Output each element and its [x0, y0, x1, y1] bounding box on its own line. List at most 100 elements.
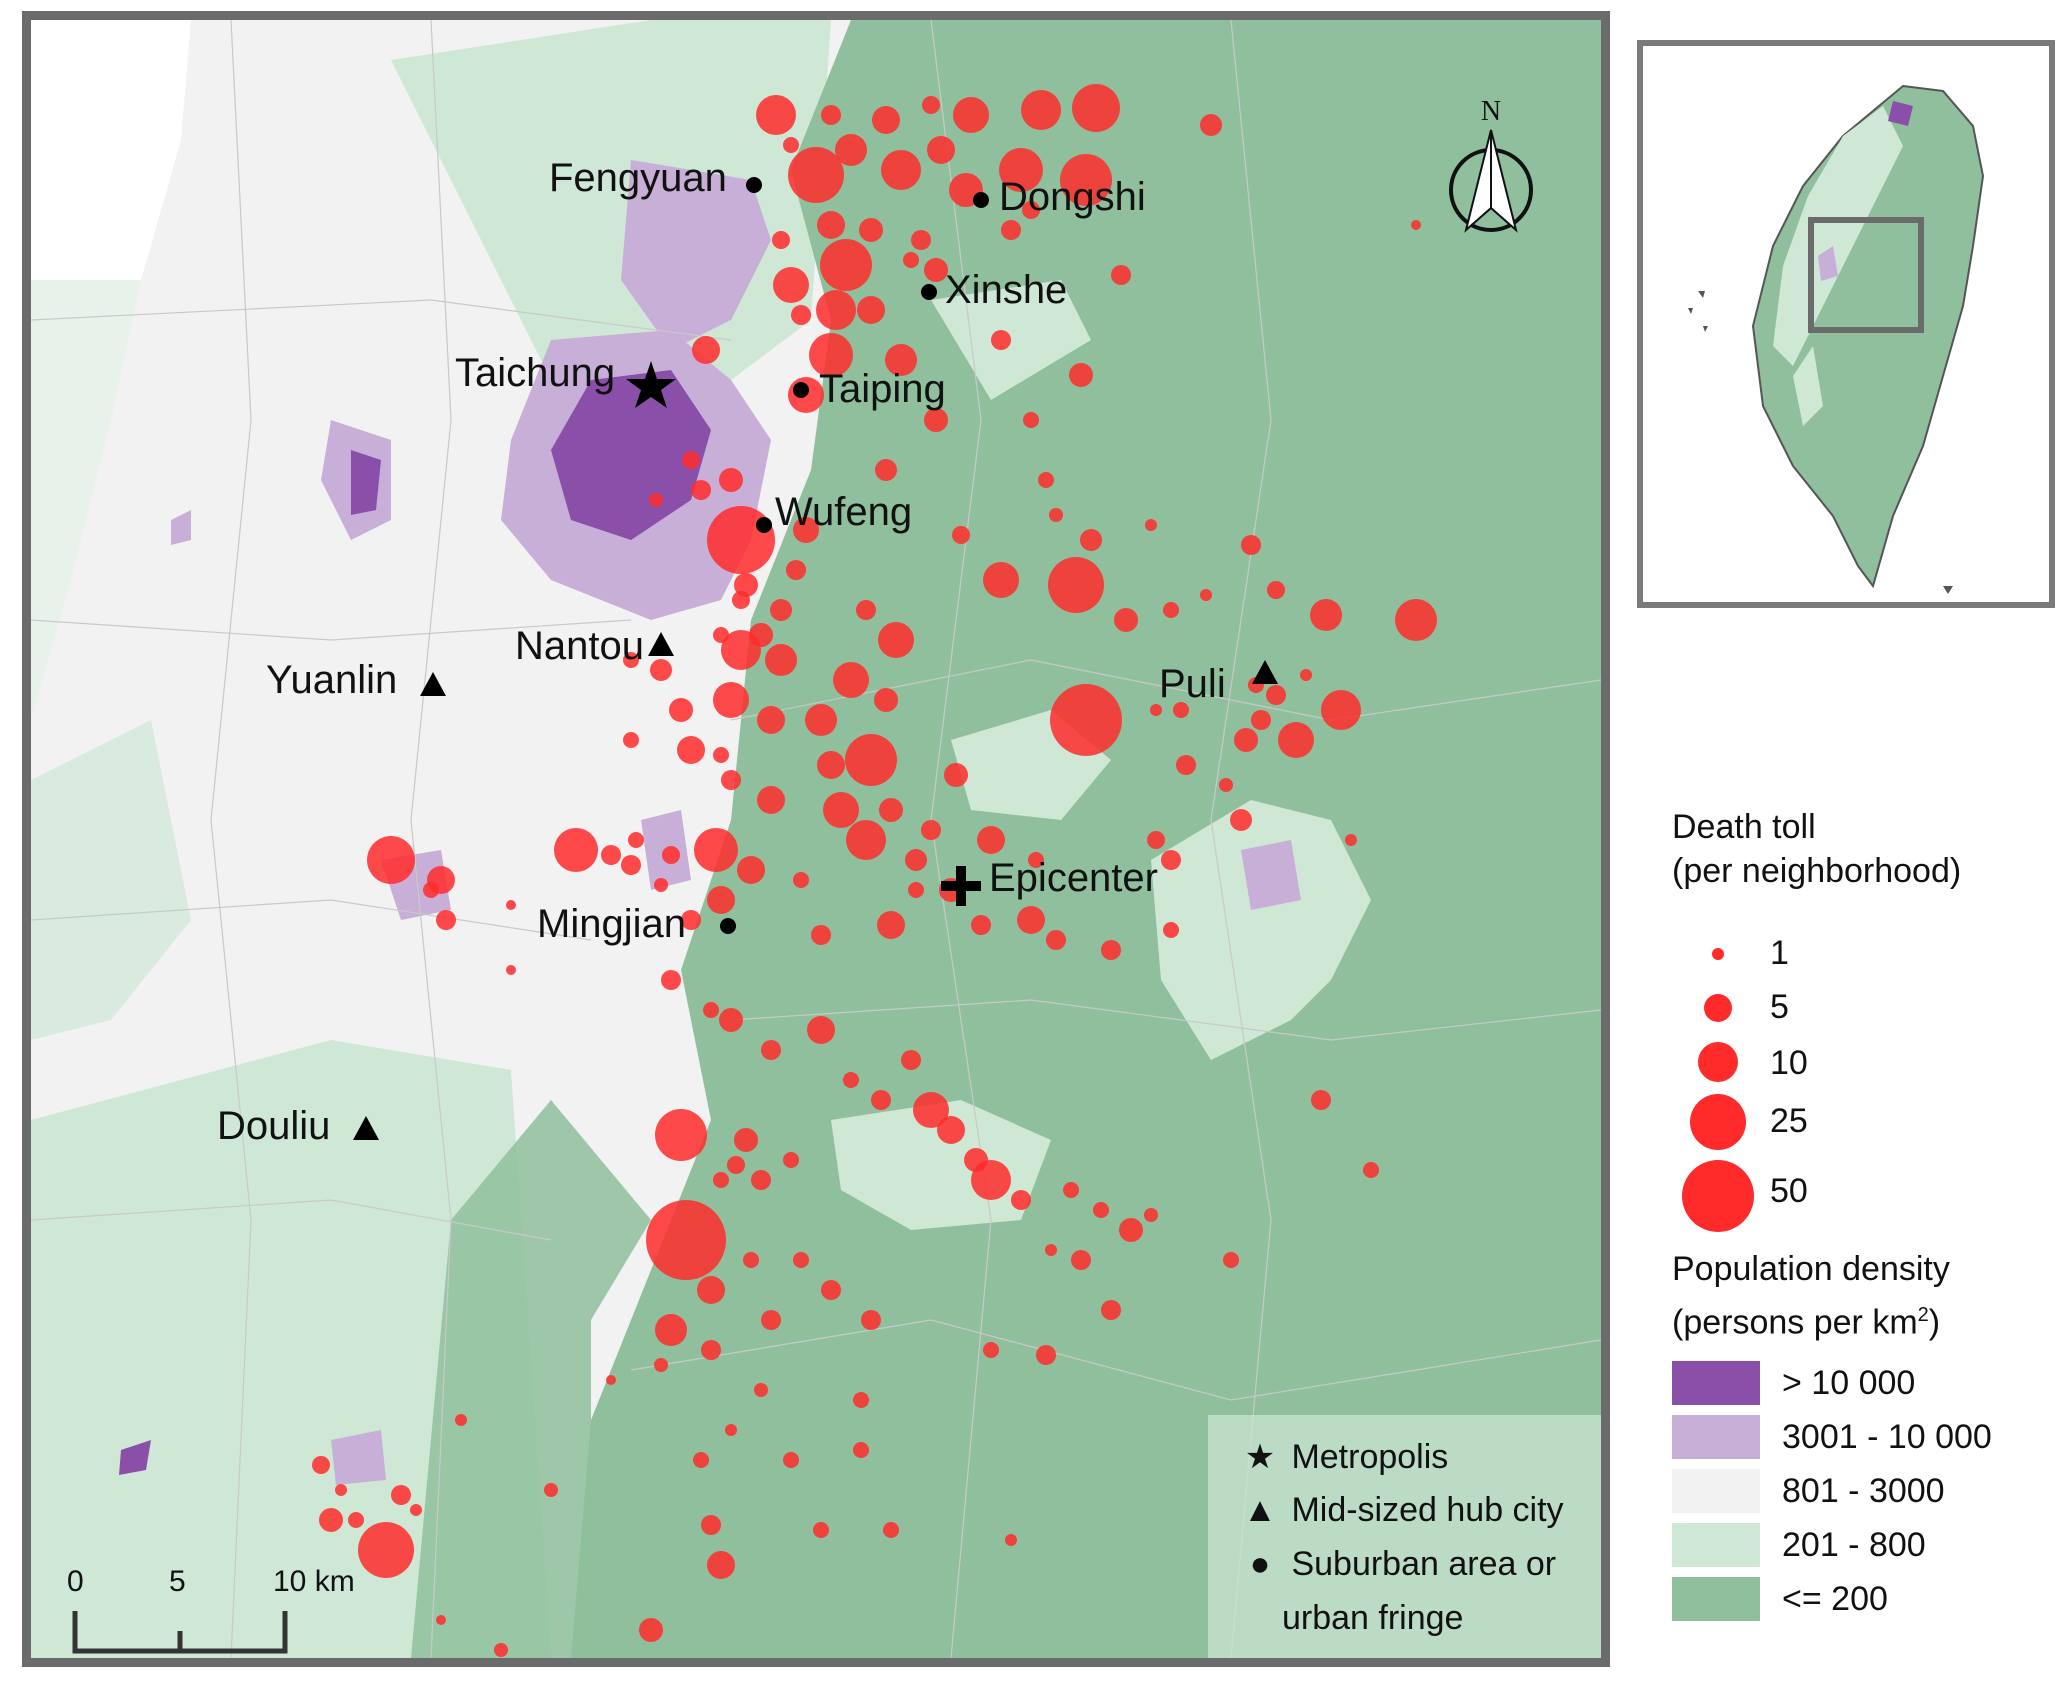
death-circle: [952, 526, 970, 544]
dot-icon: ●: [1249, 1545, 1271, 1583]
death-circle: [1011, 1190, 1031, 1210]
label-taiping: Taiping: [819, 367, 946, 411]
yuanlin-triangle: [420, 672, 446, 696]
death-circle: [661, 970, 681, 990]
label-mingjian: Mingjian: [537, 902, 686, 946]
death-circle: [1101, 1300, 1121, 1320]
death-size-label-5: 5: [1770, 988, 1789, 1026]
death-circle: [348, 1512, 364, 1528]
death-circle: [1111, 265, 1131, 285]
death-circle: [793, 1252, 809, 1268]
label-taichung: Taichung: [455, 351, 616, 395]
death-circle: [937, 1116, 965, 1144]
taiping-dot: [793, 382, 809, 398]
death-circle: [1363, 1162, 1379, 1178]
death-circle: [881, 150, 921, 190]
death-circle: [1145, 519, 1157, 531]
triangle-icon: ▲: [1243, 1491, 1277, 1529]
death-circle: [655, 1109, 707, 1161]
death-size-label-10: 10: [1770, 1044, 1808, 1082]
death-circle: [1045, 1244, 1057, 1256]
death-circle: [786, 560, 806, 580]
death-circle: [1049, 508, 1063, 522]
death-circle: [639, 1618, 663, 1642]
key-suburban-label-2: urban fringe: [1282, 1599, 1464, 1637]
death-circle: [601, 845, 621, 865]
death-circle: [727, 1156, 745, 1174]
puli-urban: [1241, 840, 1301, 910]
death-circle: [654, 1358, 668, 1372]
death-circle: [1036, 1345, 1056, 1365]
scale-bar-graphic: [72, 1611, 288, 1654]
fengyuan-dot: [746, 177, 762, 193]
death-circle: [692, 336, 720, 364]
death-circle: [1093, 1202, 1109, 1218]
death-circle: [944, 763, 968, 787]
death-circle: [977, 826, 1005, 854]
death-circle: [662, 846, 680, 864]
death-size-dot-1: [1712, 948, 1724, 960]
death-circle: [905, 849, 927, 871]
death-circle: [983, 1342, 999, 1358]
death-circle: [1345, 834, 1357, 846]
death-circle: [813, 1522, 829, 1538]
wufeng-dot: [756, 517, 772, 533]
douliu-triangle: [353, 1116, 379, 1140]
density-swatch-low: [1672, 1523, 1760, 1567]
death-circle: [1234, 728, 1258, 752]
plain-zone-west: [31, 280, 141, 720]
death-circle: [913, 1092, 949, 1128]
death-circle: [703, 1002, 719, 1018]
death-circle: [682, 451, 700, 469]
death-circle: [1080, 529, 1102, 551]
death-circle: [843, 1072, 859, 1088]
purple-patch-sw: [119, 1440, 151, 1475]
death-circle: [707, 1551, 735, 1579]
death-circle: [649, 493, 663, 507]
death-circle: [816, 290, 856, 330]
label-dongshi: Dongshi: [999, 175, 1146, 219]
label-fengyuan: Fengyuan: [549, 156, 727, 200]
death-circle: [506, 900, 516, 910]
fengyuan-urban: [621, 160, 771, 350]
death-circle: [1310, 599, 1342, 631]
death-circle: [1163, 602, 1179, 618]
scale-label-0: 0: [67, 1565, 84, 1598]
density-label-mid: 801 - 3000: [1782, 1472, 1945, 1510]
death-circle: [423, 882, 439, 898]
death-circle: [436, 910, 456, 930]
death-circle: [1050, 684, 1122, 756]
death-circle: [701, 1340, 721, 1360]
death-circle: [677, 736, 705, 764]
death-circle: [911, 230, 931, 250]
death-circle: [1144, 1208, 1158, 1222]
death-circle: [757, 706, 785, 734]
mingjian-dot: [720, 918, 736, 934]
star-icon: ★: [1244, 1438, 1276, 1476]
death-size-label-1: 1: [1770, 934, 1789, 972]
death-circle: [835, 134, 867, 166]
death-circle: [770, 599, 792, 621]
death-circle: [319, 1508, 343, 1532]
death-circle: [1150, 704, 1162, 716]
death-circle: [1300, 669, 1312, 681]
death-size-label-50: 50: [1770, 1172, 1808, 1210]
death-circle: [732, 591, 750, 609]
death-circle: [853, 1442, 869, 1458]
death-circle: [1161, 850, 1181, 870]
death-circle: [367, 836, 415, 884]
taiwan-west-plains: [1773, 106, 1903, 366]
death-circle: [719, 468, 743, 492]
main-map[interactable]: Fengyuan Dongshi Xinshe Taichung Taiping…: [22, 11, 1610, 1667]
death-circle: [655, 1314, 687, 1346]
label-yuanlin: Yuanlin: [266, 658, 398, 702]
death-circle: [856, 600, 876, 620]
death-circle: [544, 1483, 558, 1497]
death-circle: [719, 1008, 743, 1032]
death-circle: [922, 96, 940, 114]
death-circle: [809, 333, 853, 377]
death-circle: [713, 682, 749, 718]
death-circle: [1395, 599, 1437, 641]
scale-label-5: 5: [169, 1565, 186, 1598]
death-toll-circles: [312, 84, 1437, 1657]
